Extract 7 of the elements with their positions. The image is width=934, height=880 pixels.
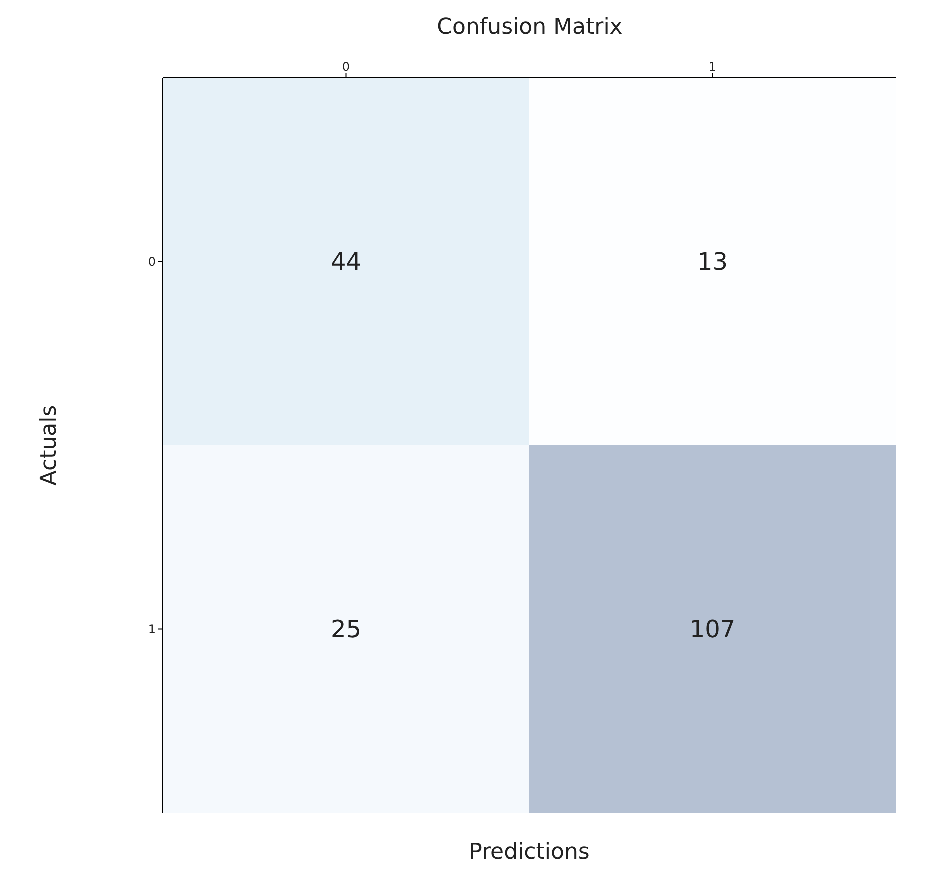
- data-label: 107: [690, 615, 736, 644]
- y-axis-title: Actuals: [36, 405, 62, 486]
- x-axis-title: Predictions: [469, 840, 590, 865]
- data-label: 13: [697, 248, 728, 276]
- chart-title: Confusion Matrix: [436, 14, 624, 42]
- data-label: 44: [330, 248, 362, 276]
- data-label: 25: [330, 615, 362, 644]
